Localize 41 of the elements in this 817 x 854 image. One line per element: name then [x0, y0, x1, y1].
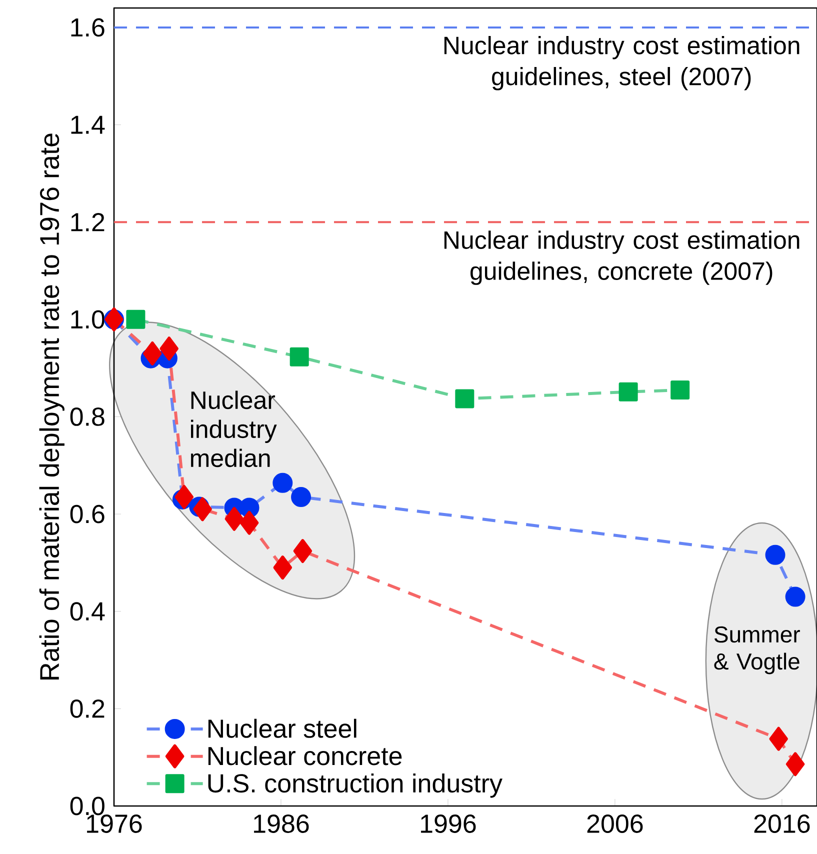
- point: [143, 341, 162, 366]
- point: [618, 382, 638, 402]
- y-tick-label: 1.4: [71, 116, 105, 134]
- legend-label: U.S. construction industry: [208, 773, 502, 798]
- point: [670, 380, 690, 400]
- legend-label: Nuclear steel: [208, 718, 356, 738]
- y-tick-label: 0.4: [70, 602, 105, 621]
- point: [455, 389, 474, 408]
- annotation: Nuclear industry median: [190, 390, 277, 468]
- point: [273, 556, 292, 580]
- legend-label: Nuclear concrete: [208, 746, 402, 766]
- point: [240, 510, 259, 535]
- point: [193, 497, 212, 522]
- y-axis-title: Ratio of material deployment rate to 1976 rate: [39, 134, 64, 680]
- y-tick-label: 0.0: [70, 796, 104, 816]
- ref-line-label: Nuclear industry cost estimation guidelines, concrete (2007): [444, 230, 800, 285]
- point: [785, 586, 806, 607]
- point: [174, 485, 194, 510]
- x-tick-label: 1976: [87, 814, 142, 833]
- point: [765, 544, 786, 565]
- point: [290, 347, 309, 366]
- ref-line-label: Nuclear industry cost estimation guidelines, steel (2007): [444, 36, 800, 90]
- x-tick-label: 1996: [421, 814, 476, 833]
- point: [160, 336, 178, 361]
- point: [291, 487, 312, 508]
- y-tick-label: 1.0: [71, 310, 104, 329]
- y-tick-label: 0.6: [70, 504, 104, 524]
- y-tick-label: 1.6: [71, 18, 104, 37]
- x-tick-label: 2016: [754, 814, 810, 833]
- x-tick-label: 2006: [587, 814, 643, 833]
- annotation: Summer & Vogtle: [714, 626, 800, 674]
- point: [224, 506, 244, 531]
- point: [786, 752, 805, 776]
- x-tick-label: 1986: [254, 814, 309, 833]
- y-tick-label: 1.2: [71, 213, 104, 232]
- y-tick-label: 0.8: [70, 408, 104, 426]
- point: [126, 310, 146, 329]
- point: [272, 472, 293, 493]
- y-tick-label: 0.2: [70, 699, 104, 718]
- point: [769, 726, 788, 751]
- point: [293, 539, 312, 564]
